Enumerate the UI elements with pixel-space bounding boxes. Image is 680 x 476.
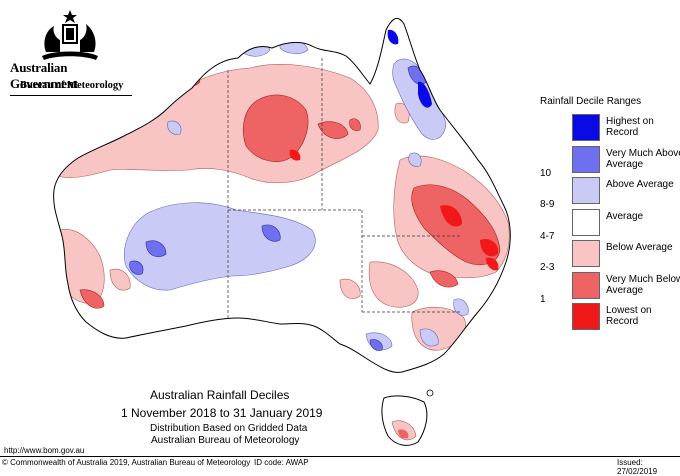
map-title: Australian Rainfall Deciles <box>150 388 290 402</box>
government-title: Australian Government <box>10 60 132 96</box>
legend-range: 2-3 <box>540 262 555 273</box>
legend-label: Very Much Below Average <box>606 273 680 296</box>
map-period: 1 November 2018 to 31 January 2019 <box>121 406 323 420</box>
issued-date: Issued: 27/02/2019 <box>617 458 658 476</box>
legend-range: 4-7 <box>540 230 555 242</box>
id-code: ID code: AWAP <box>254 458 309 467</box>
legend-swatch <box>572 240 600 267</box>
tasmania <box>381 389 434 446</box>
legend-label: Above Average <box>606 179 674 190</box>
legend-label: Lowest on Record <box>606 305 652 327</box>
website-link[interactable]: http://www.bom.gov.au <box>4 446 85 455</box>
legend-title: Rainfall Decile Ranges <box>540 96 642 107</box>
legend-swatch <box>572 145 600 173</box>
legend-label: Very Much Above Average <box>606 147 680 170</box>
legend-swatch <box>572 114 600 141</box>
copyright-text: © Commonwealth of Australia 2019, Austra… <box>2 458 251 467</box>
legend-swatch <box>572 177 600 204</box>
legend-swatch <box>572 208 600 236</box>
footer-divider <box>0 456 680 457</box>
legend-swatch <box>572 303 600 330</box>
bureau-title: Bureau of Meteorology <box>20 80 124 91</box>
legend-range: 10 <box>540 167 552 179</box>
map-source: Australian Bureau of Meteorology <box>151 435 300 446</box>
legend-label: Below Average <box>606 242 673 253</box>
legend-swatch <box>572 271 600 299</box>
legend-range: 1 <box>540 293 546 305</box>
coat-of-arms-icon <box>42 10 98 60</box>
legend-label: Average <box>606 210 644 222</box>
legend-range: 8-9 <box>540 199 555 210</box>
map-note: Distribution Based on Gridded Data <box>150 423 308 434</box>
legend-label: Highest on Record <box>606 116 654 138</box>
